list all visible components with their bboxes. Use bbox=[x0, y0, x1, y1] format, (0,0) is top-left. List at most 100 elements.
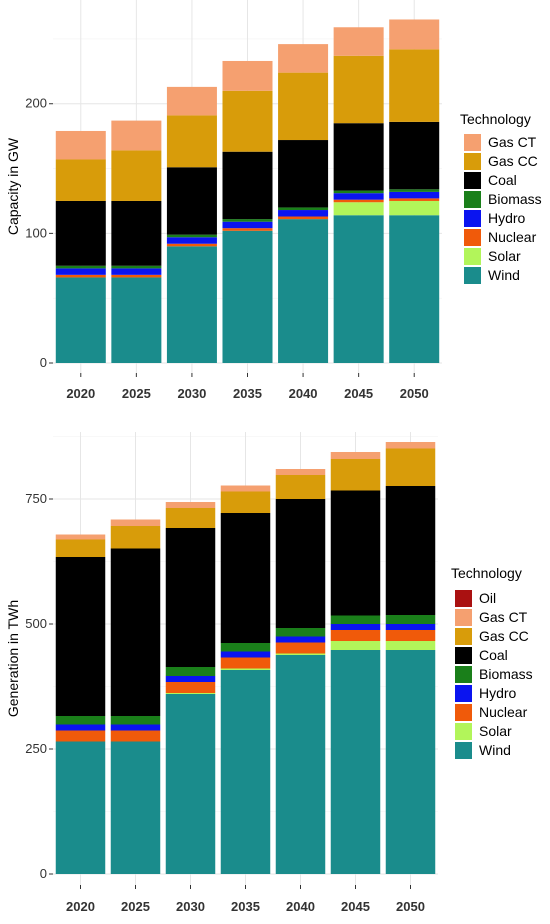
bar-wind-2045 bbox=[333, 215, 384, 363]
bar-wind-2045 bbox=[330, 650, 381, 874]
bar-gas-ct-2030 bbox=[166, 86, 217, 116]
x-tick-label: 2025 bbox=[122, 386, 151, 401]
bar-gas-cc-2050 bbox=[385, 448, 436, 486]
bar-gas-cc-2025 bbox=[111, 150, 162, 201]
bar-hydro-2040 bbox=[275, 636, 326, 643]
y-tick-label: 0 bbox=[40, 866, 47, 881]
legend-swatch-gas-cc bbox=[464, 153, 481, 170]
bar-stack-2050 bbox=[385, 442, 436, 874]
bar-nuclear-2035 bbox=[222, 228, 273, 231]
bar-stack-2050 bbox=[389, 19, 440, 363]
x-tick-label: 2040 bbox=[286, 899, 315, 914]
legend-label-solar: Solar bbox=[479, 723, 512, 739]
legend-swatch-solar bbox=[464, 248, 481, 265]
y-tick-label: 0 bbox=[40, 355, 47, 370]
chart-1: 0 100 200 Capacity in GW 2020 2025 2030 2035 204… bbox=[5, 0, 542, 401]
bar-solar-2050 bbox=[385, 641, 436, 650]
legend: Technology Oil Gas CT Gas CC Coal Biomass Hydr… bbox=[451, 565, 533, 759]
legend-label-coal: Coal bbox=[488, 172, 517, 188]
x-axis: 2020 2025 2030 2035 2040 2045 2050 bbox=[66, 373, 429, 401]
bar-biomass-2030 bbox=[165, 667, 216, 676]
bar-gas-cc-2020 bbox=[55, 539, 106, 557]
bar-gas-ct-2025 bbox=[111, 120, 162, 151]
bar-nuclear-2030 bbox=[166, 243, 217, 247]
legend-title: Technology bbox=[460, 111, 531, 127]
bar-biomass-2035 bbox=[222, 219, 273, 222]
legend-swatch-wind bbox=[464, 267, 481, 284]
x-tick-label: 2050 bbox=[400, 386, 429, 401]
bar-hydro-2035 bbox=[222, 221, 273, 229]
legend-label-oil: Oil bbox=[479, 590, 496, 606]
legend-label-nuclear: Nuclear bbox=[479, 704, 528, 720]
y-tick-label: 100 bbox=[25, 225, 47, 240]
bar-gas-ct-2020 bbox=[55, 534, 106, 540]
bar-wind-2035 bbox=[220, 670, 271, 874]
x-tick-label: 2040 bbox=[289, 386, 318, 401]
bar-stack-2020 bbox=[55, 130, 106, 363]
y-tick-label: 500 bbox=[25, 616, 47, 631]
bar-solar-2045 bbox=[333, 202, 384, 216]
bar-gas-cc-2020 bbox=[55, 159, 106, 201]
bar-stack-2030 bbox=[166, 86, 217, 363]
bar-solar-2045 bbox=[330, 641, 381, 650]
y-tick-label: 250 bbox=[25, 741, 47, 756]
x-tick-label: 2030 bbox=[176, 899, 205, 914]
bar-gas-ct-2050 bbox=[385, 442, 436, 449]
bar-gas-cc-2035 bbox=[220, 491, 271, 513]
bar-wind-2050 bbox=[389, 215, 440, 363]
bar-hydro-2030 bbox=[165, 676, 216, 682]
legend-label-nuclear: Nuclear bbox=[488, 229, 537, 245]
legend-label-coal: Coal bbox=[479, 647, 508, 663]
bar-gas-ct-2025 bbox=[110, 519, 161, 526]
legend-swatch-nuclear bbox=[464, 229, 481, 246]
bar-coal-2045 bbox=[333, 123, 384, 191]
bar-wind-2050 bbox=[385, 650, 436, 874]
bar-stack-2040 bbox=[278, 44, 329, 363]
bar-wind-2040 bbox=[278, 219, 329, 363]
legend-swatch-biomass bbox=[455, 666, 472, 683]
legend-swatch-gas-ct bbox=[464, 134, 481, 151]
bar-hydro-2040 bbox=[278, 210, 329, 217]
bar-gas-cc-2025 bbox=[110, 526, 161, 549]
bar-nuclear-2045 bbox=[330, 630, 381, 641]
bar-gas-cc-2030 bbox=[166, 115, 217, 168]
bars bbox=[55, 19, 440, 363]
bar-gas-cc-2035 bbox=[222, 90, 273, 152]
bar-gas-ct-2040 bbox=[278, 44, 329, 73]
y-axis: 0 100 200 Capacity in GW bbox=[5, 96, 53, 370]
legend-label-hydro: Hydro bbox=[479, 685, 517, 701]
bar-hydro-2045 bbox=[333, 193, 384, 200]
bar-biomass-2025 bbox=[111, 265, 162, 269]
bar-stack-2025 bbox=[111, 120, 162, 363]
legend-label-gas-ct: Gas CT bbox=[479, 609, 528, 625]
bar-hydro-2020 bbox=[55, 268, 106, 275]
y-tick-label: 200 bbox=[25, 96, 47, 111]
bar-gas-ct-2035 bbox=[220, 485, 271, 492]
bar-biomass-2045 bbox=[330, 615, 381, 624]
y-axis-title: Generation in TWh bbox=[5, 600, 21, 717]
bar-gas-ct-2050 bbox=[389, 19, 440, 50]
bar-gas-ct-2045 bbox=[333, 27, 384, 56]
bar-biomass-2030 bbox=[166, 234, 217, 238]
x-tick-label: 2030 bbox=[177, 386, 206, 401]
bar-coal-2025 bbox=[110, 548, 161, 716]
bar-coal-2030 bbox=[165, 528, 216, 667]
bar-nuclear-2040 bbox=[278, 216, 329, 220]
bar-hydro-2045 bbox=[330, 624, 381, 630]
y-axis: 0 250 500 750 Generation in TWh bbox=[5, 491, 53, 881]
bar-gas-cc-2050 bbox=[389, 49, 440, 122]
bar-biomass-2050 bbox=[389, 189, 440, 192]
bar-coal-2030 bbox=[166, 167, 217, 235]
bar-solar-2030 bbox=[165, 693, 216, 694]
y-axis-title: Capacity in GW bbox=[5, 137, 21, 235]
x-tick-label: 2050 bbox=[396, 899, 425, 914]
x-tick-label: 2035 bbox=[231, 899, 260, 914]
bar-coal-2040 bbox=[278, 140, 329, 208]
bar-hydro-2020 bbox=[55, 724, 106, 731]
bar-nuclear-2050 bbox=[385, 630, 436, 641]
bar-biomass-2035 bbox=[220, 643, 271, 652]
x-tick-label: 2020 bbox=[66, 386, 95, 401]
bar-stack-2025 bbox=[110, 519, 161, 874]
